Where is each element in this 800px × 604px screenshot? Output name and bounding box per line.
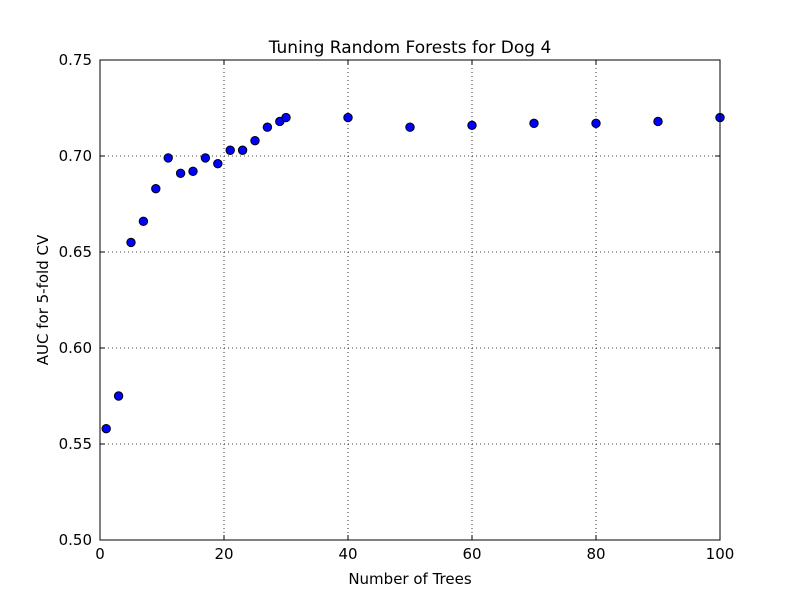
data-point [405,122,415,132]
data-point [467,120,477,130]
data-point [225,145,235,155]
data-point [151,183,161,194]
data-point [213,158,223,169]
data-points [101,112,725,434]
x-tick-label: 40 [338,545,357,563]
x-tick-label: 0 [95,545,105,563]
data-point [200,153,211,163]
y-tick-label: 0.55 [59,435,92,453]
data-point [529,118,539,129]
x-axis-label: Number of Trees [348,570,472,588]
data-point [188,166,198,177]
x-tick-label: 80 [586,545,605,563]
data-point [163,153,173,163]
x-tick-label: 20 [214,545,233,563]
data-point [113,391,124,401]
x-tick-label: 60 [462,545,481,563]
data-point [343,112,353,123]
axis-ticks: 0 20 40 60 80 100 0.50 0.55 0.60 0.65 0.70 0.75 [59,51,735,563]
data-point [101,423,111,434]
chart-title: Tuning Random Forests for Dog 4 [268,38,552,58]
data-point [138,216,149,226]
x-tick-label: 100 [706,545,735,563]
data-point [250,135,260,146]
y-tick-label: 0.65 [59,243,92,261]
grid-lines [100,60,720,540]
data-point [262,122,273,132]
y-tick-label: 0.70 [59,147,92,165]
data-point [591,118,601,129]
data-point [237,145,248,155]
data-point [126,237,136,248]
y-tick-label: 0.60 [59,339,92,357]
plot-frame [99,59,721,541]
y-tick-label: 0.50 [59,531,92,549]
data-point [175,168,186,178]
y-axis-label: AUC for 5-fold CV [34,234,52,365]
data-point [281,112,291,123]
data-point [653,116,663,127]
y-tick-label: 0.75 [59,51,92,69]
